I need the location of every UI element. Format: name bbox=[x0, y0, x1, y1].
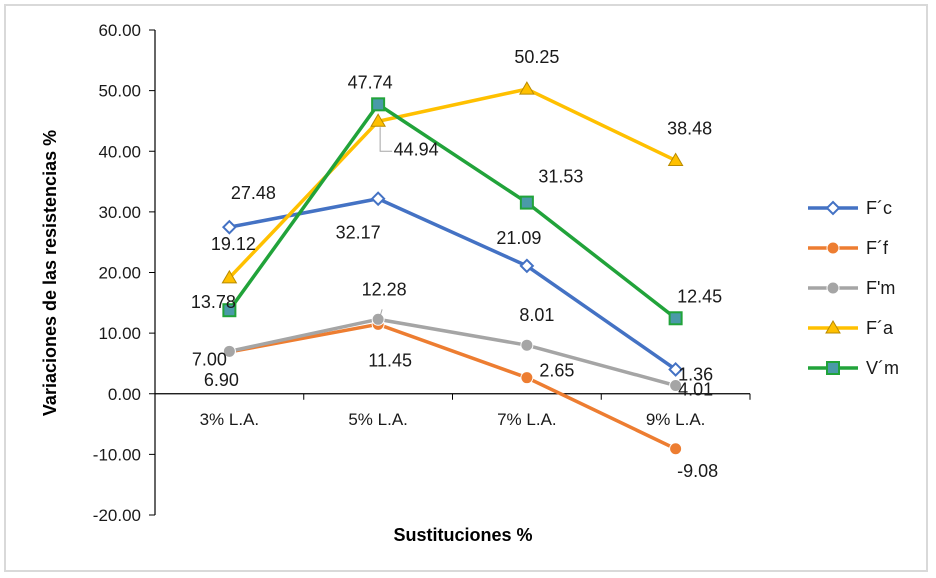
series-layer bbox=[221, 81, 684, 456]
data-label: 4.01 bbox=[678, 379, 713, 399]
y-tick-label: -10.00 bbox=[93, 445, 141, 464]
data-label: 31.53 bbox=[538, 167, 583, 187]
data-label: 11.45 bbox=[368, 350, 412, 370]
series-point bbox=[222, 303, 237, 318]
data-labels: 27.48 32.17 21.09 4.01 6.90 11.45 2.65 -9.08 7.0… bbox=[191, 47, 722, 481]
legend-label: F´c bbox=[866, 198, 892, 218]
data-label: 8.01 bbox=[519, 305, 554, 325]
legend-label: V´m bbox=[866, 358, 899, 378]
series-point bbox=[519, 81, 535, 95]
x-tick-label: 3% L.A. bbox=[200, 410, 260, 429]
data-label: 6.90 bbox=[204, 370, 239, 390]
series-line bbox=[229, 317, 677, 388]
data-label: 44.94 bbox=[394, 139, 439, 159]
series-point bbox=[667, 152, 684, 166]
data-label: 12.45 bbox=[677, 286, 722, 306]
data-label: 50.25 bbox=[514, 47, 559, 67]
data-label: 2.65 bbox=[539, 361, 574, 381]
data-label: 21.09 bbox=[496, 228, 541, 248]
data-label: 7.00 bbox=[192, 349, 227, 369]
series-line bbox=[229, 322, 677, 451]
y-tick-label: 0.00 bbox=[108, 385, 141, 404]
legend-marker bbox=[826, 361, 840, 375]
data-label: 38.48 bbox=[667, 118, 712, 138]
legend-marker bbox=[825, 200, 841, 216]
series-point bbox=[520, 371, 534, 385]
y-axis-title: Variaciones de las resistencias % bbox=[40, 130, 60, 416]
series-point bbox=[520, 338, 534, 352]
legend-marker bbox=[826, 241, 840, 255]
series-point bbox=[519, 258, 535, 274]
data-label: 47.74 bbox=[348, 72, 393, 92]
data-label: 19.12 bbox=[211, 234, 256, 254]
chart-frame bbox=[4, 4, 928, 572]
legend-marker bbox=[825, 320, 841, 334]
legend-marker bbox=[826, 281, 840, 295]
series-point bbox=[222, 344, 236, 358]
y-tick-label: 30.00 bbox=[98, 203, 141, 222]
x-tick-label: 5% L.A. bbox=[348, 410, 408, 429]
series-point bbox=[371, 312, 385, 326]
y-tick-label: 10.00 bbox=[98, 324, 141, 343]
leader-line bbox=[377, 309, 383, 324]
axes: 60.00 50.00 40.00 30.00 20.00 10.00 0.00 -10.00… bbox=[93, 21, 751, 525]
series-point bbox=[669, 379, 683, 393]
series-point bbox=[370, 113, 386, 127]
y-tick-label: 50.00 bbox=[98, 82, 141, 101]
series-point bbox=[669, 442, 683, 456]
series-line bbox=[227, 102, 677, 320]
data-label: 1.36 bbox=[678, 365, 713, 385]
y-tick-label: 60.00 bbox=[98, 21, 141, 40]
legend: F´c F´f F'm F´a V´m bbox=[808, 198, 899, 378]
legend-label: F´f bbox=[866, 238, 889, 258]
y-tick-label: 20.00 bbox=[98, 264, 141, 283]
legend-label: F´a bbox=[866, 318, 894, 338]
series-point bbox=[519, 195, 534, 210]
y-tick-label: 40.00 bbox=[98, 142, 141, 161]
series-point bbox=[221, 269, 238, 284]
x-tick-label: 7% L.A. bbox=[497, 410, 557, 429]
series-line bbox=[228, 87, 677, 280]
data-label: 13.78 bbox=[191, 292, 236, 312]
series-point bbox=[668, 311, 683, 326]
series-point bbox=[668, 362, 684, 377]
series-point bbox=[370, 191, 386, 207]
series-point bbox=[221, 219, 237, 235]
leader-line bbox=[379, 127, 393, 152]
x-tick-label: 9% L.A. bbox=[646, 410, 706, 429]
series-line bbox=[229, 196, 677, 371]
x-axis-title: Sustituciones % bbox=[393, 525, 532, 545]
data-label: -9.08 bbox=[677, 461, 718, 481]
data-label: 12.28 bbox=[362, 279, 407, 299]
y-tick-label: -20.00 bbox=[93, 506, 141, 525]
series-point bbox=[371, 97, 386, 112]
data-label: 27.48 bbox=[231, 183, 276, 203]
data-label: 32.17 bbox=[336, 223, 381, 243]
legend-label: F'm bbox=[866, 278, 895, 298]
